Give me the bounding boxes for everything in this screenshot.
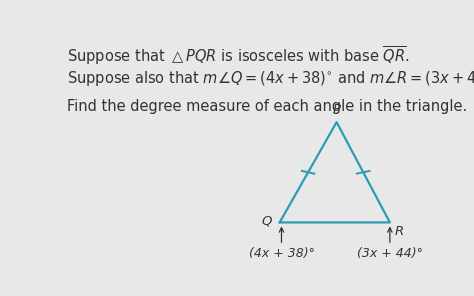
Text: Suppose that $\triangle PQR$ is isosceles with base $\overline{QR}$.: Suppose that $\triangle PQR$ is isoscele…	[66, 45, 410, 67]
Text: Find the degree measure of each angle in the triangle.: Find the degree measure of each angle in…	[66, 99, 467, 114]
Text: $Q$: $Q$	[261, 214, 273, 228]
Text: Suppose also that $m\angle Q=(4x+38)^{\circ}$ and $m\angle R=(3x+44)^{\circ}$.: Suppose also that $m\angle Q=(4x+38)^{\c…	[66, 69, 474, 88]
Text: $R$: $R$	[394, 225, 404, 238]
Text: (4x + 38)°: (4x + 38)°	[248, 247, 314, 260]
Text: (3x + 44)°: (3x + 44)°	[357, 247, 423, 260]
Text: $P$: $P$	[332, 103, 342, 116]
